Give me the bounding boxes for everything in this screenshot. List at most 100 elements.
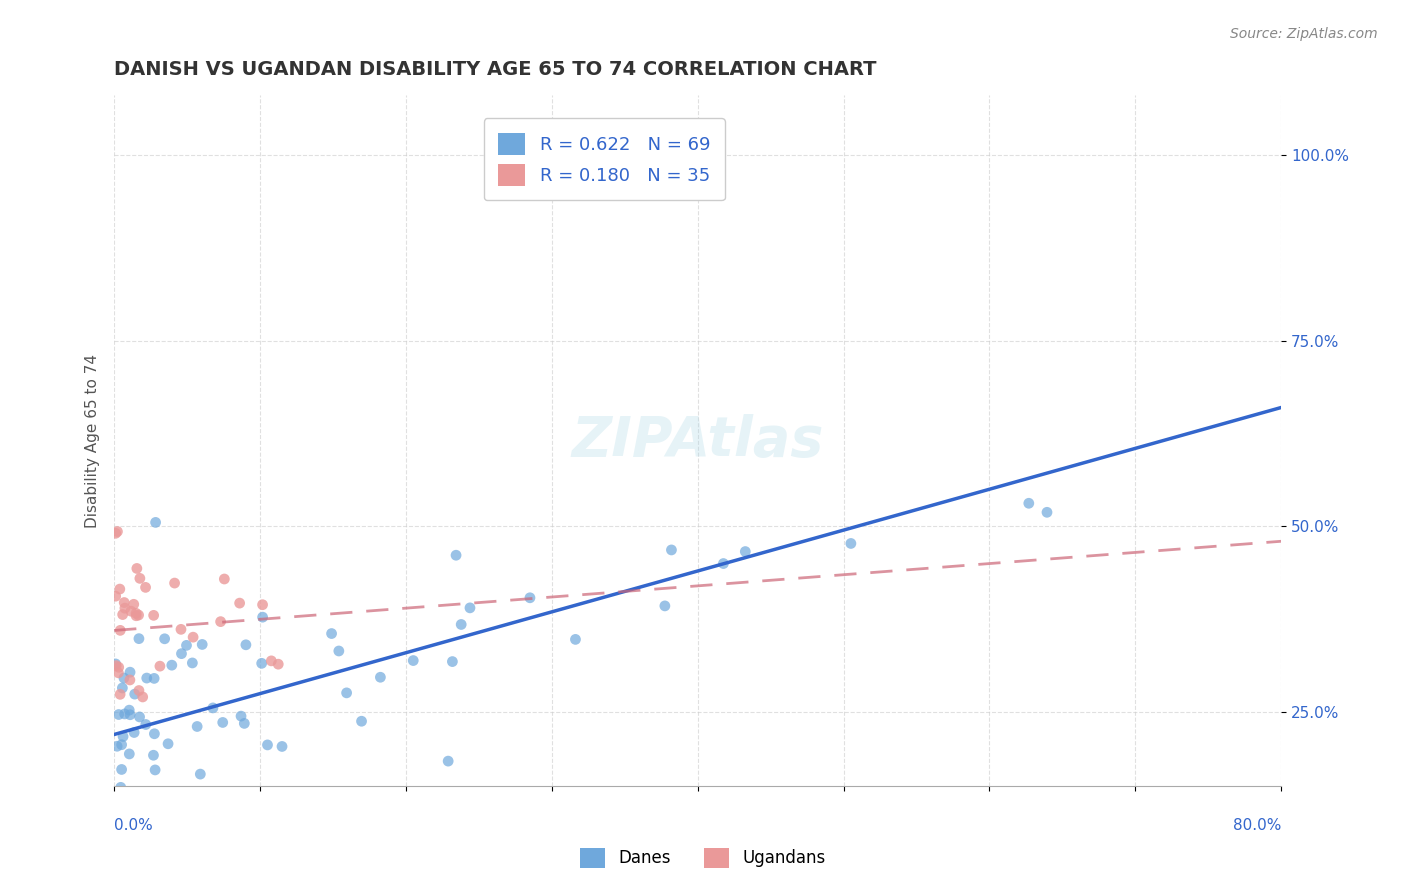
Point	[112, 671, 135, 685]
Point	[211, 715, 233, 730]
Point	[450, 617, 472, 632]
Point	[124, 687, 146, 701]
Point	[125, 608, 148, 623]
Point	[181, 630, 204, 644]
Point	[336, 686, 359, 700]
Point	[437, 754, 460, 768]
Text: Source: ZipAtlas.com: Source: ZipAtlas.com	[1230, 27, 1378, 41]
Point	[125, 607, 148, 621]
Point	[149, 659, 172, 673]
Point	[110, 763, 132, 777]
Point	[441, 655, 464, 669]
Point	[228, 596, 250, 610]
Point	[135, 671, 157, 685]
Point	[142, 608, 165, 623]
Point	[734, 544, 756, 558]
Point	[191, 637, 214, 651]
Point	[157, 737, 180, 751]
Point	[111, 607, 134, 622]
Point	[188, 767, 211, 781]
Legend: Danes, Ugandans: Danes, Ugandans	[574, 841, 832, 875]
Point	[229, 709, 252, 723]
Point	[128, 710, 150, 724]
Point	[108, 582, 131, 596]
Point	[186, 719, 208, 733]
Point	[107, 707, 129, 722]
Point	[111, 681, 134, 695]
Point	[661, 543, 683, 558]
Point	[110, 780, 132, 795]
Point	[328, 644, 350, 658]
Point	[444, 548, 467, 562]
Point	[321, 626, 343, 640]
Point	[122, 597, 145, 611]
Point	[458, 600, 481, 615]
Point	[1018, 496, 1040, 510]
Point	[252, 610, 274, 624]
Legend: R = 0.622   N = 69, R = 0.180   N = 35: R = 0.622 N = 69, R = 0.180 N = 35	[484, 119, 724, 201]
Point	[110, 624, 132, 638]
Point	[145, 516, 167, 530]
Point	[114, 706, 136, 721]
Point	[135, 717, 157, 731]
Point	[107, 660, 129, 674]
Point	[839, 536, 862, 550]
Point	[120, 604, 142, 618]
Point	[143, 727, 166, 741]
Point	[104, 589, 127, 603]
Point	[104, 657, 127, 671]
Point	[233, 716, 256, 731]
Point	[143, 672, 166, 686]
Point	[214, 572, 236, 586]
Point	[135, 581, 157, 595]
Point	[181, 656, 204, 670]
Point	[160, 658, 183, 673]
Point	[249, 816, 271, 830]
Point	[118, 703, 141, 717]
Point	[114, 601, 136, 615]
Point	[519, 591, 541, 605]
Point	[201, 701, 224, 715]
Point	[153, 632, 176, 646]
Point	[235, 638, 257, 652]
Point	[107, 665, 129, 680]
Point	[713, 557, 735, 571]
Point	[112, 730, 135, 744]
Point	[110, 738, 132, 752]
Point	[120, 665, 142, 680]
Point	[128, 632, 150, 646]
Point	[143, 763, 166, 777]
Point	[108, 687, 131, 701]
Point	[118, 747, 141, 761]
Point	[176, 639, 198, 653]
Point	[170, 647, 193, 661]
Point	[129, 802, 152, 816]
Point	[271, 739, 294, 754]
Point	[654, 599, 676, 613]
Point	[250, 657, 273, 671]
Point	[252, 598, 274, 612]
Point	[260, 654, 283, 668]
Point	[128, 608, 150, 623]
Point	[402, 654, 425, 668]
Point	[1036, 505, 1059, 519]
Point	[267, 657, 290, 672]
Point	[131, 690, 153, 704]
Point	[107, 524, 129, 539]
Point	[163, 576, 186, 591]
Point	[370, 670, 392, 684]
Point	[142, 748, 165, 763]
Point	[125, 561, 148, 575]
Point	[564, 632, 586, 647]
Text: DANISH VS UGANDAN DISABILITY AGE 65 TO 74 CORRELATION CHART: DANISH VS UGANDAN DISABILITY AGE 65 TO 7…	[114, 60, 877, 78]
Point	[170, 623, 193, 637]
Point	[105, 658, 128, 673]
Point	[233, 790, 256, 805]
Text: 0.0%: 0.0%	[114, 818, 153, 832]
Point	[105, 802, 128, 816]
Point	[128, 683, 150, 698]
Point	[267, 802, 290, 816]
Text: ZIPAtlas: ZIPAtlas	[571, 414, 824, 468]
Point	[128, 571, 150, 585]
Point	[256, 738, 278, 752]
